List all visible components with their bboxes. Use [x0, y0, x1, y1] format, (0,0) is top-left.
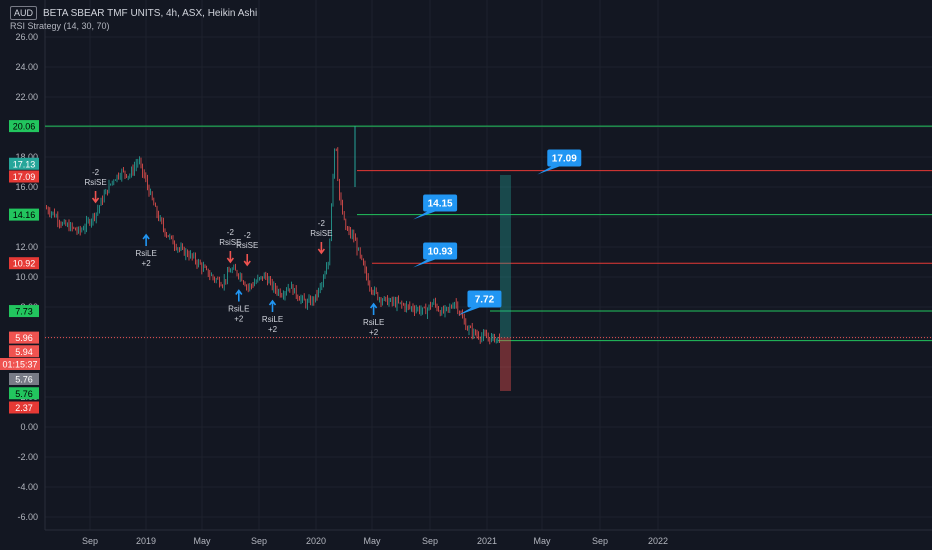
signal-label: -2	[318, 219, 326, 228]
signal-label: +2	[268, 325, 278, 334]
price-label-tag	[9, 257, 39, 270]
price-tick-label: 26.00	[15, 32, 38, 42]
long-arrow-icon	[235, 289, 243, 302]
signal-label: +2	[142, 259, 152, 268]
signal-label: -2	[227, 228, 235, 237]
price-label-text: 10.92	[13, 259, 36, 269]
time-tick-label: Sep	[82, 536, 98, 546]
price-label-tag	[9, 373, 39, 385]
price-tick-label: 16.00	[15, 182, 38, 192]
signal-label: -2	[92, 168, 100, 177]
callout-pointer	[413, 259, 436, 268]
long-arrow-icon	[142, 233, 150, 246]
currency-badge[interactable]: AUD	[10, 6, 38, 20]
position-profit-zone	[500, 175, 511, 338]
time-tick-label: May	[193, 536, 211, 546]
time-tick-label: Sep	[592, 536, 608, 546]
time-tick-label: 2020	[306, 536, 326, 546]
signal-label: RsiSE	[236, 241, 258, 250]
price-tick-label: -2.00	[17, 452, 38, 462]
price-label-text: 17.13	[13, 159, 36, 169]
position-loss-zone	[500, 337, 511, 391]
symbol-title[interactable]: BETA SBEAR TMF UNITS, 4h, ASX, Heikin As…	[43, 7, 258, 19]
signal-label: +2	[234, 315, 244, 324]
price-label-tag	[9, 345, 39, 358]
time-tick-label: May	[533, 536, 551, 546]
signal-label: RsiLE	[363, 318, 384, 327]
price-label-tag	[9, 157, 39, 170]
signal-label: RsiLE	[228, 305, 249, 314]
signal-label: RsiSE	[219, 238, 241, 247]
short-arrow-icon	[226, 251, 235, 264]
price-label-text: 2.37	[15, 403, 33, 413]
signal-label: RsiSE	[84, 178, 106, 187]
price-label-tag	[9, 208, 39, 221]
short-arrow-icon	[317, 242, 326, 255]
short-arrow-icon	[91, 191, 100, 204]
callout-label: 14.15	[428, 199, 453, 210]
long-arrow-icon	[268, 299, 277, 312]
callout-box[interactable]	[423, 194, 458, 212]
price-label-text: 7.73	[15, 307, 33, 317]
price-tick-label: -4.00	[17, 482, 38, 492]
axis-price-labels: 20.06 17.13 17.09 14.16 10.92 7.73 5.96 5.94 01:…	[0, 120, 40, 414]
callout-label: 7.72	[475, 295, 495, 306]
time-tick-label: 2022	[648, 536, 668, 546]
price-tick-label: 24.00	[15, 62, 38, 72]
horizontal-levels	[45, 125, 932, 312]
signal-label: RsiLE	[135, 249, 156, 258]
callout-box[interactable]	[467, 290, 502, 308]
price-tick-label: 0.00	[20, 422, 38, 432]
callout-pointer	[457, 307, 480, 316]
price-label-tag	[9, 401, 39, 414]
time-tick-label: Sep	[251, 536, 267, 546]
price-label-tag	[9, 120, 39, 133]
price-label-text: 01:15:37	[2, 360, 37, 370]
long-arrow-icon	[369, 302, 378, 315]
price-label-text: 17.09	[13, 172, 36, 182]
time-tick-label: May	[363, 536, 381, 546]
time-axis[interactable]: Sep 2019 May Sep 2020 May Sep 2021 May Sep 2022	[45, 529, 932, 546]
time-tick-label: 2019	[136, 536, 156, 546]
price-label-tag	[9, 170, 39, 183]
signal-label: +2	[369, 328, 379, 337]
callout-label: 17.09	[552, 154, 577, 165]
price-callouts[interactable]: 17.09 14.15 10.93 7.72	[413, 149, 582, 316]
indicator-legend[interactable]: RSI Strategy (14, 30, 70)	[10, 21, 110, 31]
price-tick-label: 12.00	[15, 242, 38, 252]
time-tick-label: 2021	[477, 536, 497, 546]
short-arrow-icon	[243, 254, 251, 267]
position-box[interactable]	[500, 175, 511, 391]
price-tick-label: 22.00	[15, 92, 38, 102]
price-label-text: 5.94	[15, 347, 33, 357]
price-label-text: 5.96	[15, 333, 33, 343]
price-label-text: 14.16	[13, 210, 36, 220]
price-label-text: 5.76	[15, 375, 33, 385]
callout-box[interactable]	[423, 242, 458, 260]
price-label-tag	[9, 387, 39, 400]
price-label-tag	[0, 358, 40, 370]
grid	[45, 0, 932, 530]
price-label-tag	[9, 331, 39, 344]
time-tick-label: Sep	[422, 536, 438, 546]
signal-label: RsiSE	[310, 229, 332, 238]
price-tick-label: 10.00	[15, 272, 38, 282]
price-tick-label: 18.00	[15, 152, 38, 162]
chart-header: AUD BETA SBEAR TMF UNITS, 4h, ASX, Heikin…	[10, 6, 257, 20]
callout-label: 10.93	[428, 247, 453, 258]
price-tick-label: -6.00	[17, 512, 38, 522]
candles	[46, 126, 500, 345]
price-label-tag	[9, 305, 39, 318]
callout-pointer	[413, 211, 436, 220]
signal-label: -2	[244, 231, 252, 240]
price-label-text: 20.06	[13, 122, 36, 132]
callout-pointer	[537, 166, 560, 175]
price-label-text: 5.76	[15, 389, 33, 399]
callout-box[interactable]	[547, 149, 582, 167]
signal-label: RsiLE	[262, 315, 283, 324]
